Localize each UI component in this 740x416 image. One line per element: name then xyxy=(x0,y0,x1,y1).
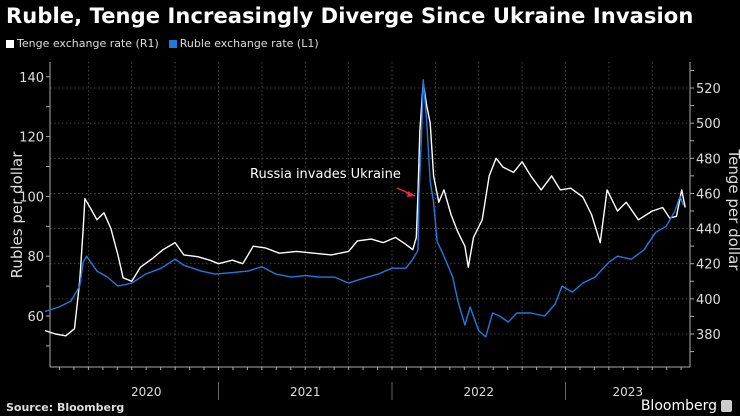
right-tick-label: 400 xyxy=(696,293,721,308)
legend-swatch-white xyxy=(6,39,14,48)
legend-label: Tenge exchange rate (R1) xyxy=(17,37,159,50)
year-label-2023: 2023 xyxy=(612,385,643,399)
source-note: Source: Bloomberg xyxy=(6,401,125,414)
left-tick-label: 120 xyxy=(19,131,44,146)
series-line-ruble xyxy=(44,79,685,338)
left-axis-label: Rubles per dollar xyxy=(8,151,26,279)
right-tick-label: 440 xyxy=(696,223,721,238)
right-tick-label: 380 xyxy=(696,328,721,343)
right-tick-label: 420 xyxy=(696,258,721,273)
legend-label: Ruble exchange rate (L1) xyxy=(179,37,319,50)
year-label-2021: 2021 xyxy=(290,385,321,399)
left-tick-label: 100 xyxy=(19,190,44,205)
right-tick-label: 460 xyxy=(696,187,721,202)
annotation-label: Russia invades Ukraine xyxy=(250,167,401,182)
year-label-2020: 2020 xyxy=(131,385,162,399)
right-tick-label: 500 xyxy=(696,117,721,132)
right-axis-label: Tenge per dollar xyxy=(725,149,740,272)
legend-swatch-blue xyxy=(168,39,177,48)
series-line-tenge xyxy=(44,82,686,337)
bloomberg-terminal-icon xyxy=(721,400,732,412)
bloomberg-logo: Bloomberg xyxy=(641,398,732,414)
right-tick-label: 520 xyxy=(696,82,721,97)
brand-text: Bloomberg xyxy=(640,398,717,414)
legend-item-tenge: Tenge exchange rate (R1) xyxy=(6,37,159,50)
legend: Tenge exchange rate (R1) Ruble exchange … xyxy=(6,37,319,50)
left-tick-label: 140 xyxy=(19,71,44,86)
left-tick-label: 80 xyxy=(27,250,44,265)
annotation-arrowhead-icon xyxy=(407,191,416,197)
left-tick-label: 60 xyxy=(27,310,44,325)
year-label-2022: 2022 xyxy=(463,385,494,399)
legend-item-ruble: Ruble exchange rate (L1) xyxy=(168,37,319,50)
right-tick-label: 480 xyxy=(696,152,721,167)
chart-title: Ruble, Tenge Increasingly Diverge Since … xyxy=(6,4,694,28)
